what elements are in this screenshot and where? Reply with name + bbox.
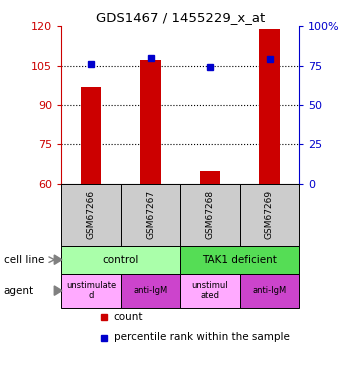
Text: percentile rank within the sample: percentile rank within the sample (114, 333, 289, 342)
Bar (180, 184, 240, 246)
Bar (121, 184, 180, 246)
Text: cell line: cell line (4, 255, 44, 265)
Text: GSM67269: GSM67269 (265, 190, 274, 239)
Text: GSM67268: GSM67268 (205, 190, 215, 239)
Bar (199, 171, 220, 184)
Text: control: control (103, 255, 139, 265)
Text: count: count (114, 312, 143, 322)
Text: GSM67266: GSM67266 (86, 190, 96, 239)
Text: GSM67267: GSM67267 (146, 190, 155, 239)
Bar (61, 274, 121, 308)
Title: GDS1467 / 1455229_x_at: GDS1467 / 1455229_x_at (96, 11, 265, 24)
Bar (61, 246, 180, 274)
Bar (240, 274, 299, 308)
Text: unstimul
ated: unstimul ated (192, 281, 228, 300)
Bar (140, 60, 161, 184)
Bar (80, 87, 101, 184)
Bar (61, 184, 121, 246)
Text: anti-IgM: anti-IgM (252, 286, 287, 295)
Bar (121, 274, 180, 308)
Text: anti-IgM: anti-IgM (133, 286, 168, 295)
Bar (180, 246, 299, 274)
Text: unstimulate
d: unstimulate d (66, 281, 116, 300)
Text: agent: agent (4, 286, 34, 296)
Bar (240, 184, 299, 246)
Bar (259, 29, 280, 184)
Text: TAK1 deficient: TAK1 deficient (202, 255, 277, 265)
Bar (180, 274, 240, 308)
